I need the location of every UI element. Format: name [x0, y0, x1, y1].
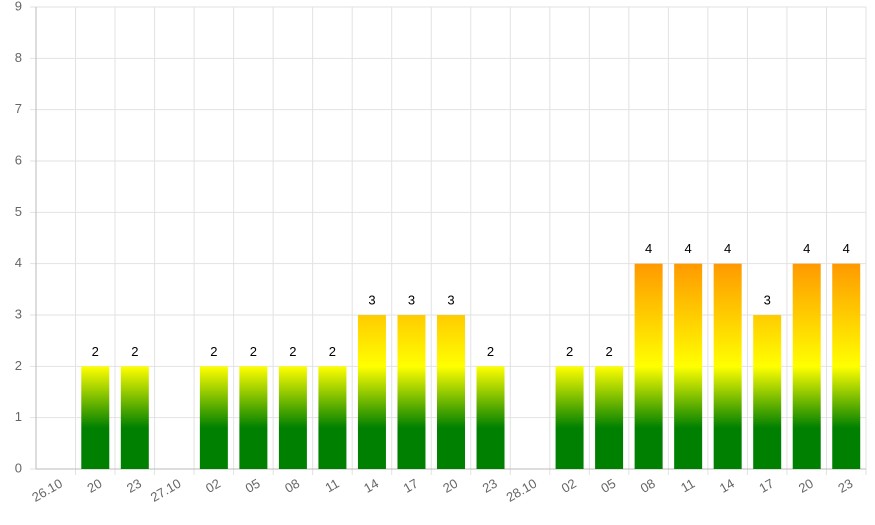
value-label: 2: [131, 344, 138, 359]
x-tick-label: 11: [322, 476, 341, 496]
value-label: 2: [487, 344, 494, 359]
value-label: 4: [724, 241, 731, 256]
y-tick-label: 7: [15, 101, 22, 116]
value-label: 2: [329, 344, 336, 359]
y-tick-label: 8: [15, 50, 22, 65]
y-tick-label: 5: [15, 204, 22, 219]
x-tick-label: 02: [559, 476, 579, 496]
bar: [437, 315, 465, 469]
value-label: 4: [803, 241, 810, 256]
y-tick-label: 3: [15, 306, 22, 321]
value-label: 2: [566, 344, 573, 359]
bar: [832, 263, 861, 469]
y-tick-label: 0: [15, 460, 22, 475]
value-label: 2: [210, 344, 217, 359]
x-tick-label: 11: [678, 476, 697, 496]
bar: [713, 263, 742, 469]
bar: [318, 366, 347, 469]
bar: [634, 263, 663, 469]
bar: [278, 366, 307, 469]
x-tick-label: 20: [84, 476, 104, 496]
x-tick-label: 02: [203, 476, 223, 496]
value-label: 2: [289, 344, 296, 359]
x-tick-label: 17: [401, 476, 421, 496]
value-label: 3: [764, 292, 771, 307]
bar: [476, 366, 505, 469]
bar: [595, 366, 624, 469]
bar: [199, 366, 228, 469]
x-tick-label: 23: [480, 476, 500, 496]
value-label: 3: [408, 292, 415, 307]
x-tick-label: 20: [440, 476, 460, 496]
bar: [120, 366, 149, 469]
x-tick-label: 28.10: [504, 476, 540, 505]
x-tick-label: 17: [756, 476, 776, 496]
bar: [792, 263, 821, 469]
value-label: 4: [843, 241, 850, 256]
bar: [81, 366, 110, 469]
value-label: 2: [605, 344, 612, 359]
x-tick-label: 05: [243, 476, 263, 496]
value-label: 4: [685, 241, 692, 256]
y-tick-label: 4: [15, 255, 22, 270]
bar: [397, 315, 426, 469]
y-tick-label: 2: [15, 358, 22, 373]
bar: [239, 366, 268, 469]
x-tick-label: 27.10: [148, 476, 184, 505]
y-tick-label: 6: [15, 152, 22, 167]
bar: [555, 366, 584, 469]
value-label: 2: [250, 344, 257, 359]
x-tick-label: 05: [598, 476, 618, 496]
x-tick-label: 20: [796, 476, 816, 496]
x-tick-label: 08: [638, 476, 658, 496]
x-tick-label: 23: [124, 476, 144, 496]
bar: [753, 315, 782, 469]
value-label: 4: [645, 241, 652, 256]
x-tick-label: 26.10: [29, 476, 65, 505]
y-tick-label: 1: [15, 409, 22, 424]
y-tick-label: 9: [15, 0, 22, 13]
x-tick-label: 14: [361, 476, 381, 496]
bar: [674, 263, 703, 469]
x-tick-label: 14: [717, 476, 737, 496]
value-label: 2: [92, 344, 99, 359]
value-label: 3: [368, 292, 375, 307]
bar: [357, 315, 386, 469]
x-tick-label: 23: [835, 476, 855, 496]
value-label: 3: [447, 292, 454, 307]
x-tick-label: 08: [282, 476, 302, 496]
